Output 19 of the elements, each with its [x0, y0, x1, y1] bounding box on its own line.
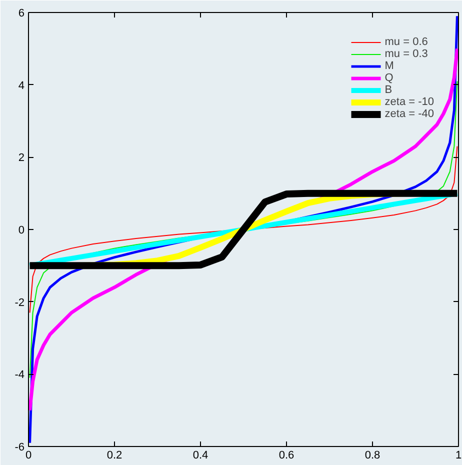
- legend-label: Q: [384, 72, 394, 84]
- y-tick-label: -2: [14, 296, 24, 309]
- y-tick-label: 2: [18, 152, 25, 164]
- y-tick-label: 6: [18, 8, 25, 20]
- x-tick-label: 1: [455, 450, 462, 462]
- x-tick-label: 0.8: [364, 450, 380, 462]
- y-tick-label: -4: [14, 369, 24, 382]
- legend-label: mu = 0.6: [384, 36, 428, 48]
- x-tick-label: 0.2: [106, 450, 122, 462]
- legend-label: M: [384, 60, 395, 72]
- x-tick-label: 0.4: [192, 450, 208, 462]
- x-tick-label: 0.6: [278, 450, 294, 462]
- legend-label: zeta = -10: [384, 96, 434, 108]
- legend-label: zeta = -40: [384, 108, 434, 120]
- y-tick-label: 0: [18, 224, 25, 236]
- legend-label: B: [384, 84, 394, 96]
- y-tick-label: -6: [14, 442, 24, 454]
- y-tick-label: 4: [18, 80, 25, 92]
- legend-label: mu = 0.3: [384, 48, 428, 60]
